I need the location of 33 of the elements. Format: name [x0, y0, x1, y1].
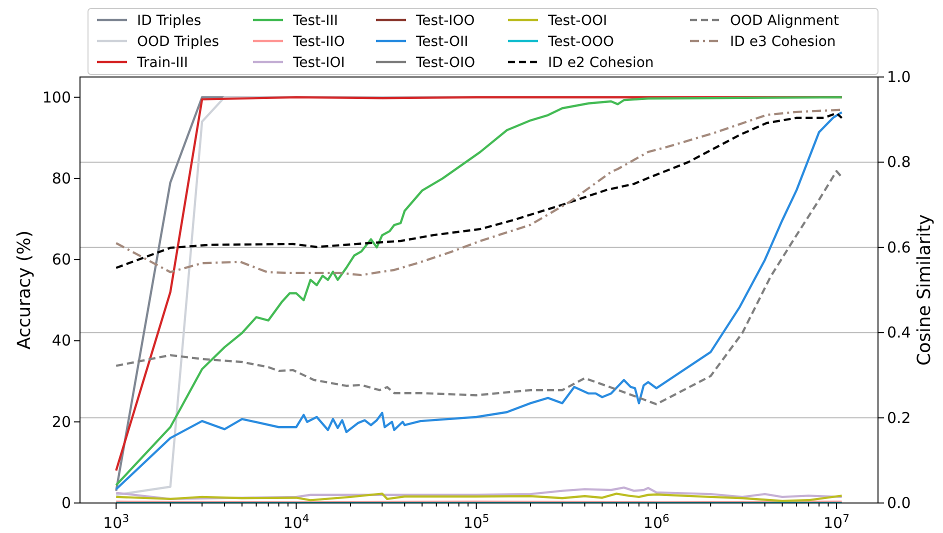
- y-tick-label: 40: [52, 332, 71, 350]
- y2-tick-label: 0.0: [887, 494, 911, 512]
- legend-label: Test-IIO: [292, 34, 345, 50]
- legend-label: OOD Triples: [137, 34, 220, 50]
- legend-label: ID e2 Cohesion: [548, 55, 654, 71]
- x-tick-label: 10$^{7}$: [824, 512, 850, 532]
- legend-label: Test-OOO: [547, 34, 614, 50]
- legend-label: Test-OII: [415, 34, 468, 50]
- y2-axis-title: Cosine Similarity: [914, 214, 935, 366]
- y-tick-label: 20: [52, 412, 71, 431]
- y2-tick-label: 0.6: [887, 238, 911, 256]
- x-tick-label: 10$^{4}$: [283, 512, 310, 532]
- legend-label: Test-OOI: [547, 13, 608, 29]
- x-tick-label: 10$^{6}$: [643, 512, 670, 532]
- legend-label: Test-OIO: [415, 55, 476, 71]
- y-tick-label: 0: [61, 494, 71, 512]
- legend-label: OOD Alignment: [730, 13, 840, 29]
- y2-tick-label: 0.8: [887, 153, 911, 172]
- y-tick-label: 60: [52, 250, 71, 269]
- y2-tick-label: 1.0: [887, 68, 911, 86]
- y-tick-label: 100: [42, 88, 71, 106]
- legend-label: Test-IOI: [292, 55, 345, 71]
- x-tick-label: 10$^{5}$: [463, 512, 490, 532]
- legend-label: Test-IOO: [415, 13, 475, 29]
- legend-label: Train-III: [136, 55, 188, 71]
- x-tick-label: 10$^{3}$: [103, 512, 130, 532]
- legend-label: Test-III: [292, 13, 338, 29]
- y-axis-title: Accuracy (%): [14, 230, 35, 350]
- y-tick-label: 80: [52, 169, 71, 188]
- y2-tick-label: 0.4: [887, 324, 911, 342]
- y2-tick-label: 0.2: [887, 408, 911, 427]
- legend-label: ID Triples: [137, 13, 202, 29]
- legend-label: ID e3 Cohesion: [730, 34, 836, 50]
